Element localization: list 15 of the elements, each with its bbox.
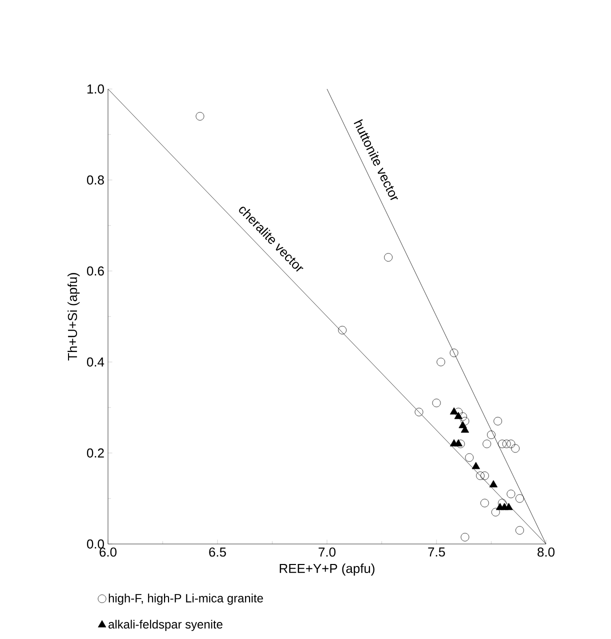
- x-tick-label: 8.0: [538, 548, 555, 557]
- y-tick-label: 0.2: [86, 448, 104, 458]
- x-tick-label: 6.5: [209, 548, 226, 557]
- x-axis-title: REE+Y+P (apfu): [280, 564, 374, 576]
- x-tick-label: 7.0: [318, 548, 336, 557]
- legend-label: alkali-feldspar syenite: [108, 620, 222, 631]
- y-tick-label: 0.0: [86, 539, 104, 549]
- y-tick-label: 0.8: [86, 175, 104, 185]
- x-tick-label: 6.0: [100, 548, 117, 557]
- y-tick-label: 1.0: [87, 84, 104, 94]
- y-tick-label: 0.4: [86, 357, 104, 367]
- y-axis-title: Th+U+Si (apfu): [68, 273, 80, 360]
- legend-label: high-F, high-P Li-mica granite: [108, 594, 263, 605]
- y-tick-label: 0.6: [86, 266, 104, 276]
- x-tick-label: 7.5: [428, 548, 445, 557]
